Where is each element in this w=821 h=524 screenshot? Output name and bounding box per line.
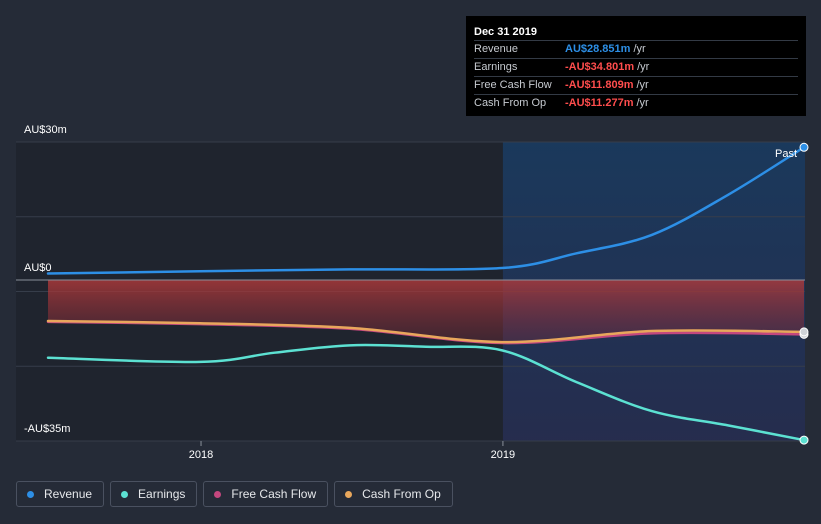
tooltip-label: Cash From Op xyxy=(474,97,547,109)
tooltip: Dec 31 2019 Revenue AU$28.851m /yr Earni… xyxy=(466,16,806,116)
legend: Revenue Earnings Free Cash Flow Cash Fro… xyxy=(16,481,459,507)
legend-dot-icon xyxy=(345,490,353,498)
tooltip-value: AU$28.851m xyxy=(565,43,631,55)
tooltip-unit: /yr xyxy=(636,97,649,109)
series-end-point-earnings xyxy=(799,435,809,445)
tooltip-value: -AU$11.277m xyxy=(565,97,634,109)
series-layer xyxy=(46,142,809,445)
tooltip-label: Earnings xyxy=(474,61,518,73)
tooltip-row-earnings: Earnings -AU$34.801m /yr xyxy=(474,58,798,76)
tooltip-label: Revenue xyxy=(474,43,519,55)
x-axis-labels: 2018 2019 xyxy=(189,441,515,461)
legend-item-revenue[interactable]: Revenue xyxy=(16,481,105,507)
tooltip-row-revenue: Revenue AU$28.851m /yr xyxy=(474,40,798,58)
y-tick-label: -AU$35m xyxy=(24,423,70,435)
legend-item-earnings[interactable]: Earnings xyxy=(110,481,198,507)
legend-label: Earnings xyxy=(138,487,186,501)
tooltip-date: Dec 31 2019 xyxy=(474,26,537,38)
series-line-earnings xyxy=(46,343,806,442)
series-line-revenue xyxy=(46,146,806,275)
y-tick-label: AU$30m xyxy=(24,124,67,136)
tooltip-value: -AU$11.809m xyxy=(565,79,634,91)
legend-dot-icon xyxy=(121,490,129,498)
tooltip-value: -AU$34.801m xyxy=(565,61,635,73)
tooltip-unit: /yr xyxy=(633,43,646,55)
series-end-point-cash-from-op xyxy=(799,327,809,337)
legend-label: Cash From Op xyxy=(362,487,441,501)
negative-area-fill xyxy=(48,280,804,343)
legend-dot-icon xyxy=(27,490,34,498)
legend-item-cash-from-op[interactable]: Cash From Op xyxy=(334,481,453,507)
legend-label: Free Cash Flow xyxy=(231,487,317,501)
y-axis-labels: AU$30m AU$0 -AU$35m xyxy=(24,124,70,435)
past-label: Past xyxy=(775,148,797,160)
tooltip-row-free-cash-flow: Free Cash Flow -AU$11.809m /yr xyxy=(474,76,798,94)
series-line-cash-from-op xyxy=(46,319,806,344)
legend-label: Revenue xyxy=(44,487,93,501)
tooltip-unit: /yr xyxy=(636,79,649,91)
tooltip-label: Free Cash Flow xyxy=(474,79,552,91)
y-tick-label: AU$0 xyxy=(24,262,52,274)
series-end-point-revenue xyxy=(799,142,809,152)
tooltip-row-cash-from-op: Cash From Op -AU$11.277m /yr xyxy=(474,94,798,112)
tooltip-unit: /yr xyxy=(637,61,650,73)
x-tick-label: 2019 xyxy=(491,449,515,461)
legend-item-free-cash-flow[interactable]: Free Cash Flow xyxy=(203,481,329,507)
legend-dot-icon xyxy=(214,490,222,498)
x-tick-label: 2018 xyxy=(189,449,213,461)
